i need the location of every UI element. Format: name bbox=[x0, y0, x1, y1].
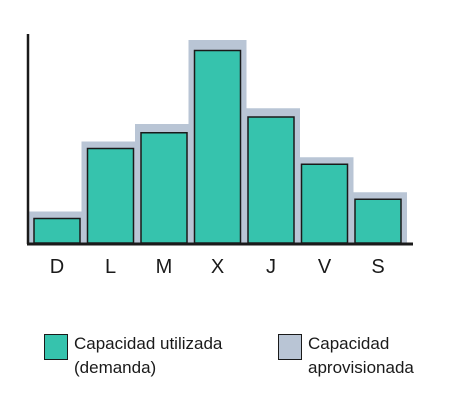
used-bar-M bbox=[140, 132, 188, 244]
used-bar-L bbox=[86, 147, 135, 244]
used-bar-S bbox=[354, 198, 402, 244]
used-bar-X bbox=[193, 49, 242, 244]
used-bars bbox=[33, 49, 402, 244]
used-bar-V bbox=[300, 163, 349, 244]
legend-label-used: Capacidad utilizada (demanda) bbox=[74, 334, 223, 377]
legend-label-provisioned: Capacidad aprovisionada bbox=[308, 334, 414, 377]
x-tick-label-S: S bbox=[371, 256, 384, 278]
legend-swatch-used bbox=[44, 334, 68, 360]
legend-swatch-provisioned bbox=[278, 334, 302, 360]
x-tick-label-L: L bbox=[105, 256, 116, 278]
x-tick-label-J: J bbox=[266, 256, 276, 278]
x-tick-label-D: D bbox=[50, 256, 64, 278]
x-tick-label-V: V bbox=[318, 256, 332, 278]
legend-item-used: Capacidad utilizada (demanda) bbox=[44, 332, 222, 380]
used-bar-D bbox=[33, 217, 81, 244]
x-tick-label-X: X bbox=[211, 256, 224, 278]
legend-item-provisioned: Capacidad aprovisionada bbox=[278, 332, 414, 380]
used-bar-J bbox=[247, 116, 295, 244]
x-tick-label-M: M bbox=[156, 256, 173, 278]
